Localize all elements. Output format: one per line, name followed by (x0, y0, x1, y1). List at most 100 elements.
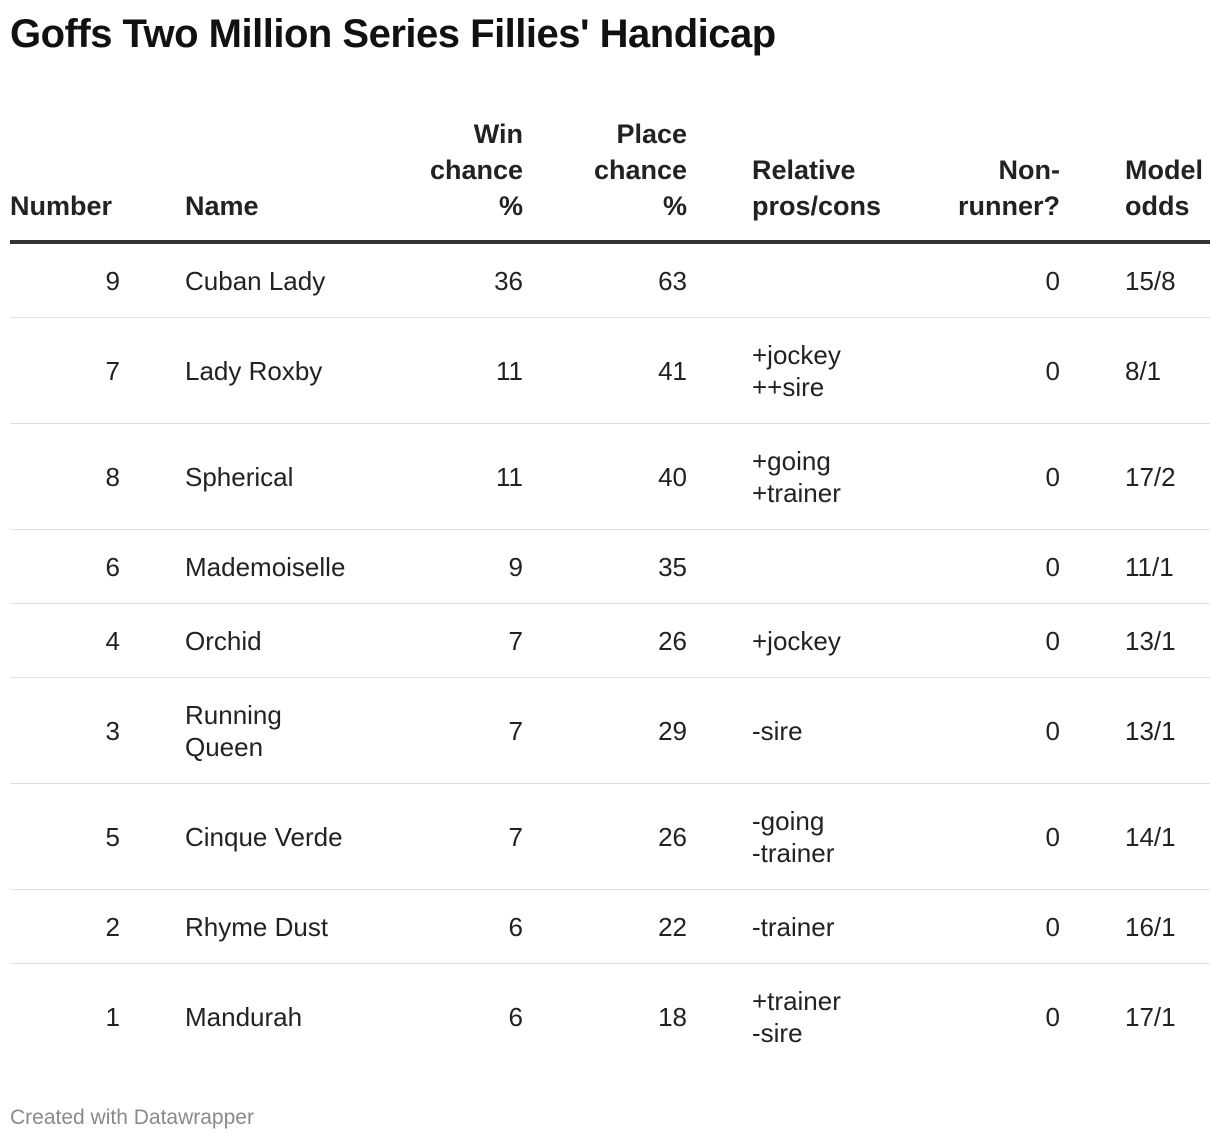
chart-title: Goffs Two Million Series Fillies' Handic… (10, 12, 776, 56)
runner-name-line: Queen (185, 731, 264, 762)
header-odds: Model odds (1125, 116, 1210, 244)
pros-cons: +going +trainer (752, 423, 932, 530)
pros-cons-line: -sire (752, 715, 803, 746)
spacer (687, 889, 752, 964)
win-chance: 6 (508, 1001, 523, 1032)
model-odds: 13/1 (1125, 603, 1210, 678)
header-win: Win chance% (380, 116, 523, 244)
runner-number: 3 (10, 677, 120, 784)
model-odds: 17/1 (1125, 1001, 1176, 1032)
non-runner: 0 (932, 889, 1060, 964)
header-spacer (120, 116, 185, 244)
runner-name: Spherical (185, 423, 380, 530)
header-label-line: chance (429, 155, 523, 185)
runner-name-line: Rhyme Dust (185, 911, 329, 942)
non-runner: 0 (932, 423, 1060, 530)
spacer (1060, 783, 1125, 890)
model-odds: 17/2 (1125, 423, 1210, 530)
table-row: 4 Orchid 7 26 +jockey 0 13/1 (10, 603, 1210, 678)
place-chance: 18 (658, 1001, 687, 1032)
header-pros-cons: Relative pros/cons (752, 116, 932, 244)
header-label-line: chance (593, 155, 687, 185)
model-odds: 14/1 (1125, 783, 1210, 890)
model-odds: 8/1 (1125, 317, 1210, 424)
runner-number: 4 (10, 603, 120, 678)
pros-cons-line: +trainer (752, 985, 841, 1016)
header-label-line: Name (185, 191, 259, 221)
spacer (687, 242, 752, 318)
runner-number: 9 (10, 242, 120, 318)
pros-cons-line: -trainer (752, 911, 835, 942)
win-chance: 9 (380, 529, 523, 604)
runner-name-line: Mademoiselle (185, 551, 346, 582)
pros-cons: -trainer (752, 889, 932, 964)
place-chance: 40 (523, 423, 687, 530)
header-label-line: Win (473, 119, 523, 149)
place-chance: 26 (523, 783, 687, 890)
runner-number: 6 (10, 529, 120, 604)
spacer (687, 423, 752, 530)
non-runner: 0 (932, 603, 1060, 678)
header-label-line: Non- (998, 155, 1060, 185)
runner-name-line: Running (185, 699, 282, 730)
pros-cons-line: +going (752, 445, 831, 476)
spacer (120, 242, 185, 318)
spacer (1060, 242, 1125, 318)
pros-cons-line: +jockey (752, 625, 841, 656)
non-runner: 0 (932, 783, 1060, 890)
runner-name-line: Cinque Verde (185, 821, 343, 852)
header-spacer (1060, 116, 1125, 244)
runner-number: 8 (10, 423, 120, 530)
runner-name-line: Spherical (185, 461, 294, 492)
runner-name-line: Cuban Lady (185, 265, 326, 296)
table-row: 7 Lady Roxby 11 41 +jockey ++sire 0 8/1 (10, 317, 1210, 424)
table-body: 9 Cuban Lady 36 63 0 15/8 7 Lady Roxby 11 41 +jock… (10, 242, 1210, 1069)
runner-name-line: Lady Roxby (185, 355, 323, 386)
spacer (1060, 964, 1125, 1070)
header-label-line: pros/cons (752, 191, 882, 221)
table-row: 5 Cinque Verde 7 26 -going -trainer 0 14/1 (10, 783, 1210, 890)
spacer (1060, 603, 1125, 678)
spacer (120, 529, 185, 604)
spacer (1060, 317, 1125, 424)
spacer (120, 677, 185, 784)
model-odds: 15/8 (1125, 242, 1210, 318)
spacer (687, 603, 752, 678)
pros-cons (752, 242, 932, 318)
header-nonrunner: Non-runner? (932, 116, 1060, 244)
non-runner: 0 (932, 242, 1060, 318)
table-row: 1 Mandurah 6 18 +trainer -sire 0 17/1 (10, 964, 1210, 1070)
header-number: Number (10, 116, 120, 244)
header-label-line: % (498, 191, 523, 221)
win-chance: 11 (380, 317, 523, 424)
win-chance: 7 (380, 603, 523, 678)
table-row: 6 Mademoiselle 9 35 0 11/1 (10, 529, 1210, 604)
spacer (687, 783, 752, 890)
non-runner: 0 (932, 677, 1060, 784)
table-row: 3 Running Queen 7 29 -sire 0 13/1 (10, 677, 1210, 784)
odds-table: Number Name Win chance% Place chance% Rela… (10, 116, 1210, 1069)
pros-cons: -going -trainer (752, 783, 932, 890)
model-odds: 11/1 (1125, 529, 1210, 604)
spacer (120, 603, 185, 678)
header-label-line: % (662, 191, 687, 221)
header-label-line: Model (1125, 155, 1203, 185)
table-row: 2 Rhyme Dust 6 22 -trainer 0 16/1 (10, 889, 1210, 964)
pros-cons-line: -going (752, 805, 825, 836)
place-chance: 26 (523, 603, 687, 678)
runner-number: 1 (105, 1001, 120, 1032)
runner-number: 2 (10, 889, 120, 964)
spacer (687, 317, 752, 424)
spacer (120, 964, 185, 1070)
runner-name: Rhyme Dust (185, 889, 380, 964)
place-chance: 41 (523, 317, 687, 424)
runner-name: Cuban Lady (185, 242, 380, 318)
win-chance: 6 (380, 889, 523, 964)
non-runner: 0 (932, 529, 1060, 604)
place-chance: 22 (523, 889, 687, 964)
pros-cons: +jockey (752, 603, 932, 678)
header-spacer (687, 116, 752, 244)
pros-cons: +trainer -sire (752, 964, 932, 1070)
spacer (120, 783, 185, 890)
runner-name: Orchid (185, 603, 380, 678)
